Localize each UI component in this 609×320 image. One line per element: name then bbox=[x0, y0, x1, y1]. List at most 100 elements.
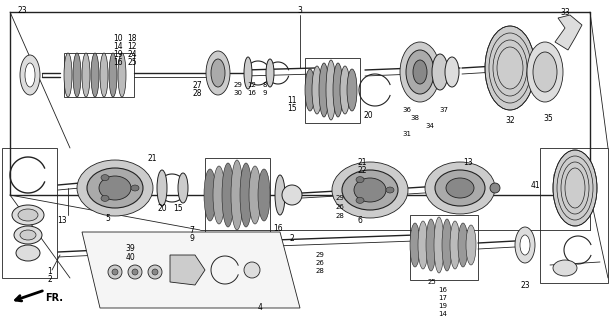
Text: 31: 31 bbox=[403, 131, 412, 137]
Ellipse shape bbox=[211, 59, 225, 87]
Ellipse shape bbox=[515, 227, 535, 263]
Ellipse shape bbox=[258, 169, 270, 221]
Text: 39: 39 bbox=[125, 244, 135, 252]
Text: 21: 21 bbox=[147, 154, 157, 163]
Text: 1: 1 bbox=[48, 268, 52, 276]
Ellipse shape bbox=[406, 50, 434, 94]
Text: 3: 3 bbox=[298, 5, 303, 14]
Ellipse shape bbox=[244, 262, 260, 278]
Bar bbox=[305, 58, 360, 123]
Ellipse shape bbox=[222, 163, 234, 227]
Ellipse shape bbox=[450, 221, 460, 269]
Text: 18: 18 bbox=[127, 34, 137, 43]
Ellipse shape bbox=[356, 197, 364, 204]
Text: 29: 29 bbox=[315, 252, 325, 258]
Ellipse shape bbox=[132, 269, 138, 275]
Text: 37: 37 bbox=[440, 107, 448, 113]
Ellipse shape bbox=[435, 170, 485, 206]
Text: 21: 21 bbox=[357, 157, 367, 166]
Ellipse shape bbox=[425, 162, 495, 214]
Ellipse shape bbox=[178, 173, 188, 203]
Ellipse shape bbox=[553, 260, 577, 276]
Ellipse shape bbox=[87, 168, 143, 208]
Ellipse shape bbox=[466, 225, 476, 265]
Ellipse shape bbox=[231, 160, 243, 230]
Text: 10: 10 bbox=[113, 34, 123, 43]
Ellipse shape bbox=[319, 63, 329, 117]
Ellipse shape bbox=[77, 160, 153, 216]
Ellipse shape bbox=[152, 269, 158, 275]
Ellipse shape bbox=[240, 163, 252, 227]
Ellipse shape bbox=[73, 53, 81, 97]
Ellipse shape bbox=[20, 230, 36, 240]
Text: 8: 8 bbox=[262, 82, 267, 88]
Ellipse shape bbox=[553, 150, 597, 226]
Ellipse shape bbox=[131, 185, 139, 191]
Ellipse shape bbox=[82, 53, 90, 97]
Ellipse shape bbox=[91, 53, 99, 97]
Ellipse shape bbox=[458, 223, 468, 267]
Ellipse shape bbox=[12, 205, 44, 225]
Text: 9: 9 bbox=[189, 234, 194, 243]
Text: 20: 20 bbox=[157, 204, 167, 212]
Text: FR.: FR. bbox=[45, 293, 63, 303]
Ellipse shape bbox=[520, 235, 530, 255]
Ellipse shape bbox=[148, 265, 162, 279]
Text: 24: 24 bbox=[127, 50, 137, 59]
Ellipse shape bbox=[340, 66, 350, 114]
Ellipse shape bbox=[432, 54, 448, 90]
Text: 14: 14 bbox=[113, 42, 123, 51]
Ellipse shape bbox=[109, 53, 117, 97]
Ellipse shape bbox=[326, 60, 336, 120]
Ellipse shape bbox=[442, 219, 452, 271]
Ellipse shape bbox=[101, 196, 109, 201]
Text: 12: 12 bbox=[248, 82, 256, 88]
Text: 2: 2 bbox=[48, 276, 52, 284]
Text: 16: 16 bbox=[273, 223, 283, 233]
Text: 27: 27 bbox=[192, 81, 202, 90]
Ellipse shape bbox=[426, 219, 436, 271]
Ellipse shape bbox=[490, 183, 500, 193]
Ellipse shape bbox=[356, 177, 364, 183]
Text: 34: 34 bbox=[426, 123, 434, 129]
Ellipse shape bbox=[332, 162, 408, 218]
Text: 12: 12 bbox=[127, 42, 137, 51]
Ellipse shape bbox=[527, 42, 563, 102]
Ellipse shape bbox=[244, 57, 252, 89]
Text: 28: 28 bbox=[336, 213, 345, 219]
Text: 23: 23 bbox=[17, 5, 27, 14]
Text: 26: 26 bbox=[336, 204, 345, 210]
Text: 13: 13 bbox=[463, 157, 473, 166]
Ellipse shape bbox=[266, 59, 274, 87]
Ellipse shape bbox=[108, 265, 122, 279]
Ellipse shape bbox=[157, 170, 167, 206]
Polygon shape bbox=[555, 15, 582, 50]
Text: 35: 35 bbox=[543, 114, 553, 123]
Text: 29: 29 bbox=[234, 82, 242, 88]
Ellipse shape bbox=[16, 245, 40, 261]
Text: 38: 38 bbox=[410, 115, 420, 121]
Ellipse shape bbox=[305, 69, 315, 111]
Ellipse shape bbox=[434, 217, 444, 273]
Ellipse shape bbox=[64, 53, 72, 97]
Ellipse shape bbox=[14, 226, 42, 244]
Text: 26: 26 bbox=[315, 260, 325, 266]
Text: 11: 11 bbox=[287, 95, 297, 105]
Ellipse shape bbox=[112, 269, 118, 275]
Text: 28: 28 bbox=[315, 268, 325, 274]
Text: 16: 16 bbox=[113, 58, 123, 67]
Ellipse shape bbox=[18, 209, 38, 221]
Polygon shape bbox=[170, 255, 205, 285]
Text: 40: 40 bbox=[125, 252, 135, 261]
Ellipse shape bbox=[20, 55, 40, 95]
Bar bbox=[2, 148, 57, 278]
Bar bbox=[205, 158, 270, 238]
Text: 19: 19 bbox=[438, 303, 448, 309]
Polygon shape bbox=[82, 232, 300, 308]
Text: 15: 15 bbox=[287, 103, 297, 113]
Text: 5: 5 bbox=[105, 213, 110, 222]
Bar bbox=[64, 53, 134, 97]
Ellipse shape bbox=[282, 185, 302, 205]
Text: 29: 29 bbox=[336, 195, 345, 201]
Ellipse shape bbox=[333, 63, 343, 117]
